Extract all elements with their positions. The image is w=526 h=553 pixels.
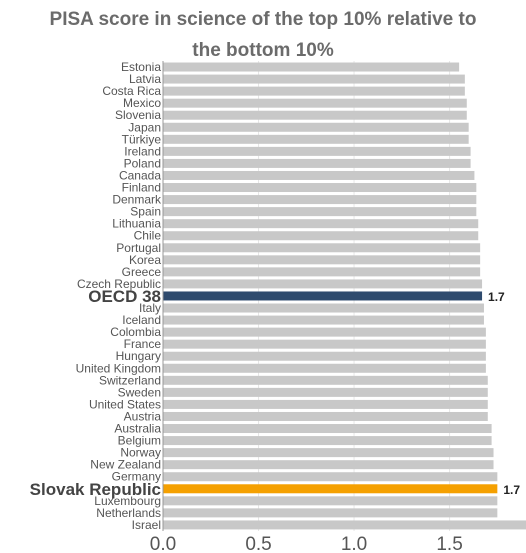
category-label: Norway	[120, 446, 161, 460]
category-label: Lithuania	[112, 217, 161, 231]
category-label: Israel	[132, 518, 161, 532]
data-label: 1.7	[488, 290, 505, 304]
bar	[163, 472, 498, 482]
x-tick-label: 1.0	[341, 534, 367, 553]
bar	[163, 255, 481, 265]
category-label: New Zealand	[90, 458, 161, 472]
category-label: Australia	[114, 422, 161, 436]
category-label: Germany	[112, 470, 161, 484]
bar	[163, 496, 498, 506]
bar	[163, 122, 469, 132]
bar	[163, 267, 481, 277]
category-label: Slovak Republic	[30, 480, 161, 499]
category-label: Slovenia	[115, 108, 161, 122]
bar	[163, 207, 477, 217]
chart-title-line1: PISA score in science of the top 10% rel…	[49, 9, 477, 30]
category-label: Hungary	[116, 349, 161, 363]
bar	[163, 231, 479, 241]
category-label: Netherlands	[96, 506, 161, 520]
category-label: Türkiye	[122, 132, 162, 146]
category-label: France	[124, 337, 162, 351]
category-label: Latvia	[129, 72, 161, 86]
bar	[163, 424, 492, 434]
category-label: Iceland	[122, 313, 161, 327]
category-label: Finland	[122, 181, 161, 195]
bar	[163, 327, 486, 337]
category-label: OECD 38	[88, 287, 161, 306]
bar	[163, 98, 467, 108]
bar	[163, 508, 498, 518]
bar	[163, 86, 465, 96]
category-label: Chile	[134, 229, 162, 243]
bar	[163, 134, 469, 144]
bar	[163, 170, 475, 180]
bar	[163, 291, 483, 301]
bar	[163, 484, 498, 494]
category-label: Switzerland	[99, 373, 161, 387]
category-label: Sweden	[118, 385, 161, 399]
x-tick-label: 0.0	[150, 534, 176, 553]
bar	[163, 460, 494, 470]
category-label: Colombia	[110, 325, 161, 339]
bar	[163, 279, 483, 289]
bar	[163, 375, 488, 385]
x-tick-label: 0.5	[245, 534, 271, 553]
bar	[163, 448, 494, 458]
bar	[163, 219, 479, 229]
category-label: Canada	[119, 168, 161, 182]
category-label: Denmark	[112, 193, 162, 207]
category-label: Luxembourg	[94, 494, 161, 508]
bar	[163, 158, 471, 168]
bar	[163, 351, 486, 361]
bar	[163, 183, 477, 193]
category-label: Czech Republic	[77, 277, 161, 291]
bar	[163, 303, 484, 313]
chart-title: PISA score in science of the top 10% rel…	[0, 4, 526, 66]
bar	[163, 520, 526, 530]
category-label: Belgium	[118, 434, 161, 448]
chart-title-line2: the bottom 10%	[192, 40, 334, 61]
category-label: Ireland	[124, 144, 161, 158]
category-label: Italy	[139, 301, 161, 315]
category-label: Austria	[124, 409, 162, 423]
category-label: Portugal	[116, 241, 161, 255]
bar	[163, 315, 484, 325]
bar	[163, 243, 481, 253]
bar	[163, 195, 477, 205]
x-tick-label: 1.5	[436, 534, 462, 553]
bar	[163, 339, 486, 349]
bar	[163, 146, 471, 156]
category-label: Mexico	[123, 96, 161, 110]
category-label: Spain	[130, 205, 161, 219]
category-label: Costa Rica	[102, 84, 161, 98]
category-label: Japan	[128, 120, 161, 134]
data-label: 1.7	[503, 483, 520, 497]
category-label: Greece	[122, 265, 162, 279]
category-label: Poland	[124, 156, 161, 170]
bar	[163, 74, 465, 84]
bar	[163, 387, 488, 397]
bar	[163, 436, 492, 446]
category-label: Estonia	[121, 60, 161, 74]
category-label: Korea	[129, 253, 161, 267]
bar	[163, 399, 488, 409]
bar	[163, 411, 488, 421]
category-label: United States	[89, 397, 161, 411]
category-label: United Kingdom	[76, 361, 161, 375]
bar	[163, 363, 486, 373]
bar	[163, 62, 460, 72]
bar	[163, 110, 467, 120]
